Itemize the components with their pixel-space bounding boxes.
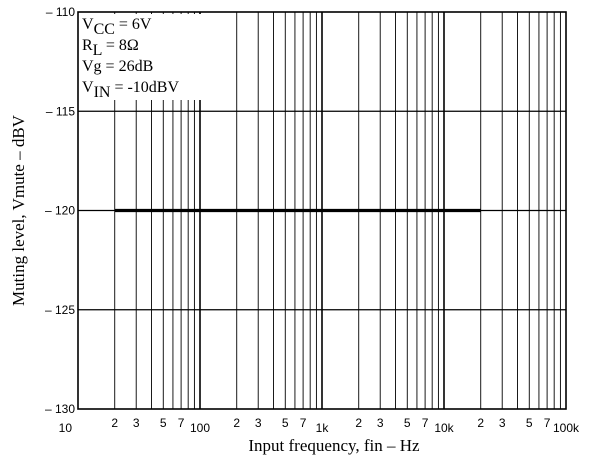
conditions-box-background: [80, 14, 232, 100]
y-tick-label: – 115: [46, 104, 75, 118]
y-tick-labels: – 110 – 115 – 120 – 125 – 130: [45, 5, 75, 416]
y-tick-label: – 120: [45, 204, 75, 218]
y-tick-label: – 110: [46, 5, 75, 19]
x-tick-label-minor: 3: [255, 416, 262, 430]
x-tick-label-decade: 1k: [316, 421, 330, 435]
x-tick-label-minor: 2: [111, 416, 118, 430]
x-tick-label-minor: 5: [404, 416, 411, 430]
x-tick-label-minor: 5: [526, 416, 533, 430]
x-tick-label-minor: 3: [377, 416, 384, 430]
condition-line: RL = 8Ω: [82, 37, 139, 59]
y-tick-label: – 130: [45, 402, 75, 416]
x-tick-label-minor: 5: [282, 416, 289, 430]
x-tick-label-decade: 10: [59, 421, 73, 435]
y-tick-label: – 125: [45, 303, 75, 317]
x-tick-label-decade: 100k: [553, 421, 580, 435]
x-tick-label-decade: 100: [190, 421, 210, 435]
x-tick-label-minor: 7: [300, 416, 307, 430]
x-tick-label-minor: 2: [477, 416, 484, 430]
x-axis-label: Input frequency, fin – Hz: [248, 436, 420, 455]
x-tick-label-minor: 7: [422, 416, 429, 430]
x-tick-label-minor: 3: [133, 416, 140, 430]
x-tick-label-minor: 2: [233, 416, 240, 430]
x-tick-label-minor: 7: [544, 416, 551, 430]
condition-line: VIN = -10dBV: [82, 79, 179, 101]
plot-frame: [77, 11, 567, 410]
x-tick-label-minor: 5: [160, 416, 167, 430]
x-tick-label-decade: 10k: [434, 421, 454, 435]
condition-line: Vg = 26dB: [82, 58, 153, 75]
y-axis-label: Muting level, Vmute – dBV: [9, 114, 28, 306]
condition-line: VCC = 6V: [82, 16, 152, 38]
x-tick-label-minor: 7: [178, 416, 185, 430]
x-tick-label-minor: 3: [499, 416, 506, 430]
x-tick-label-minor: 2: [355, 416, 362, 430]
